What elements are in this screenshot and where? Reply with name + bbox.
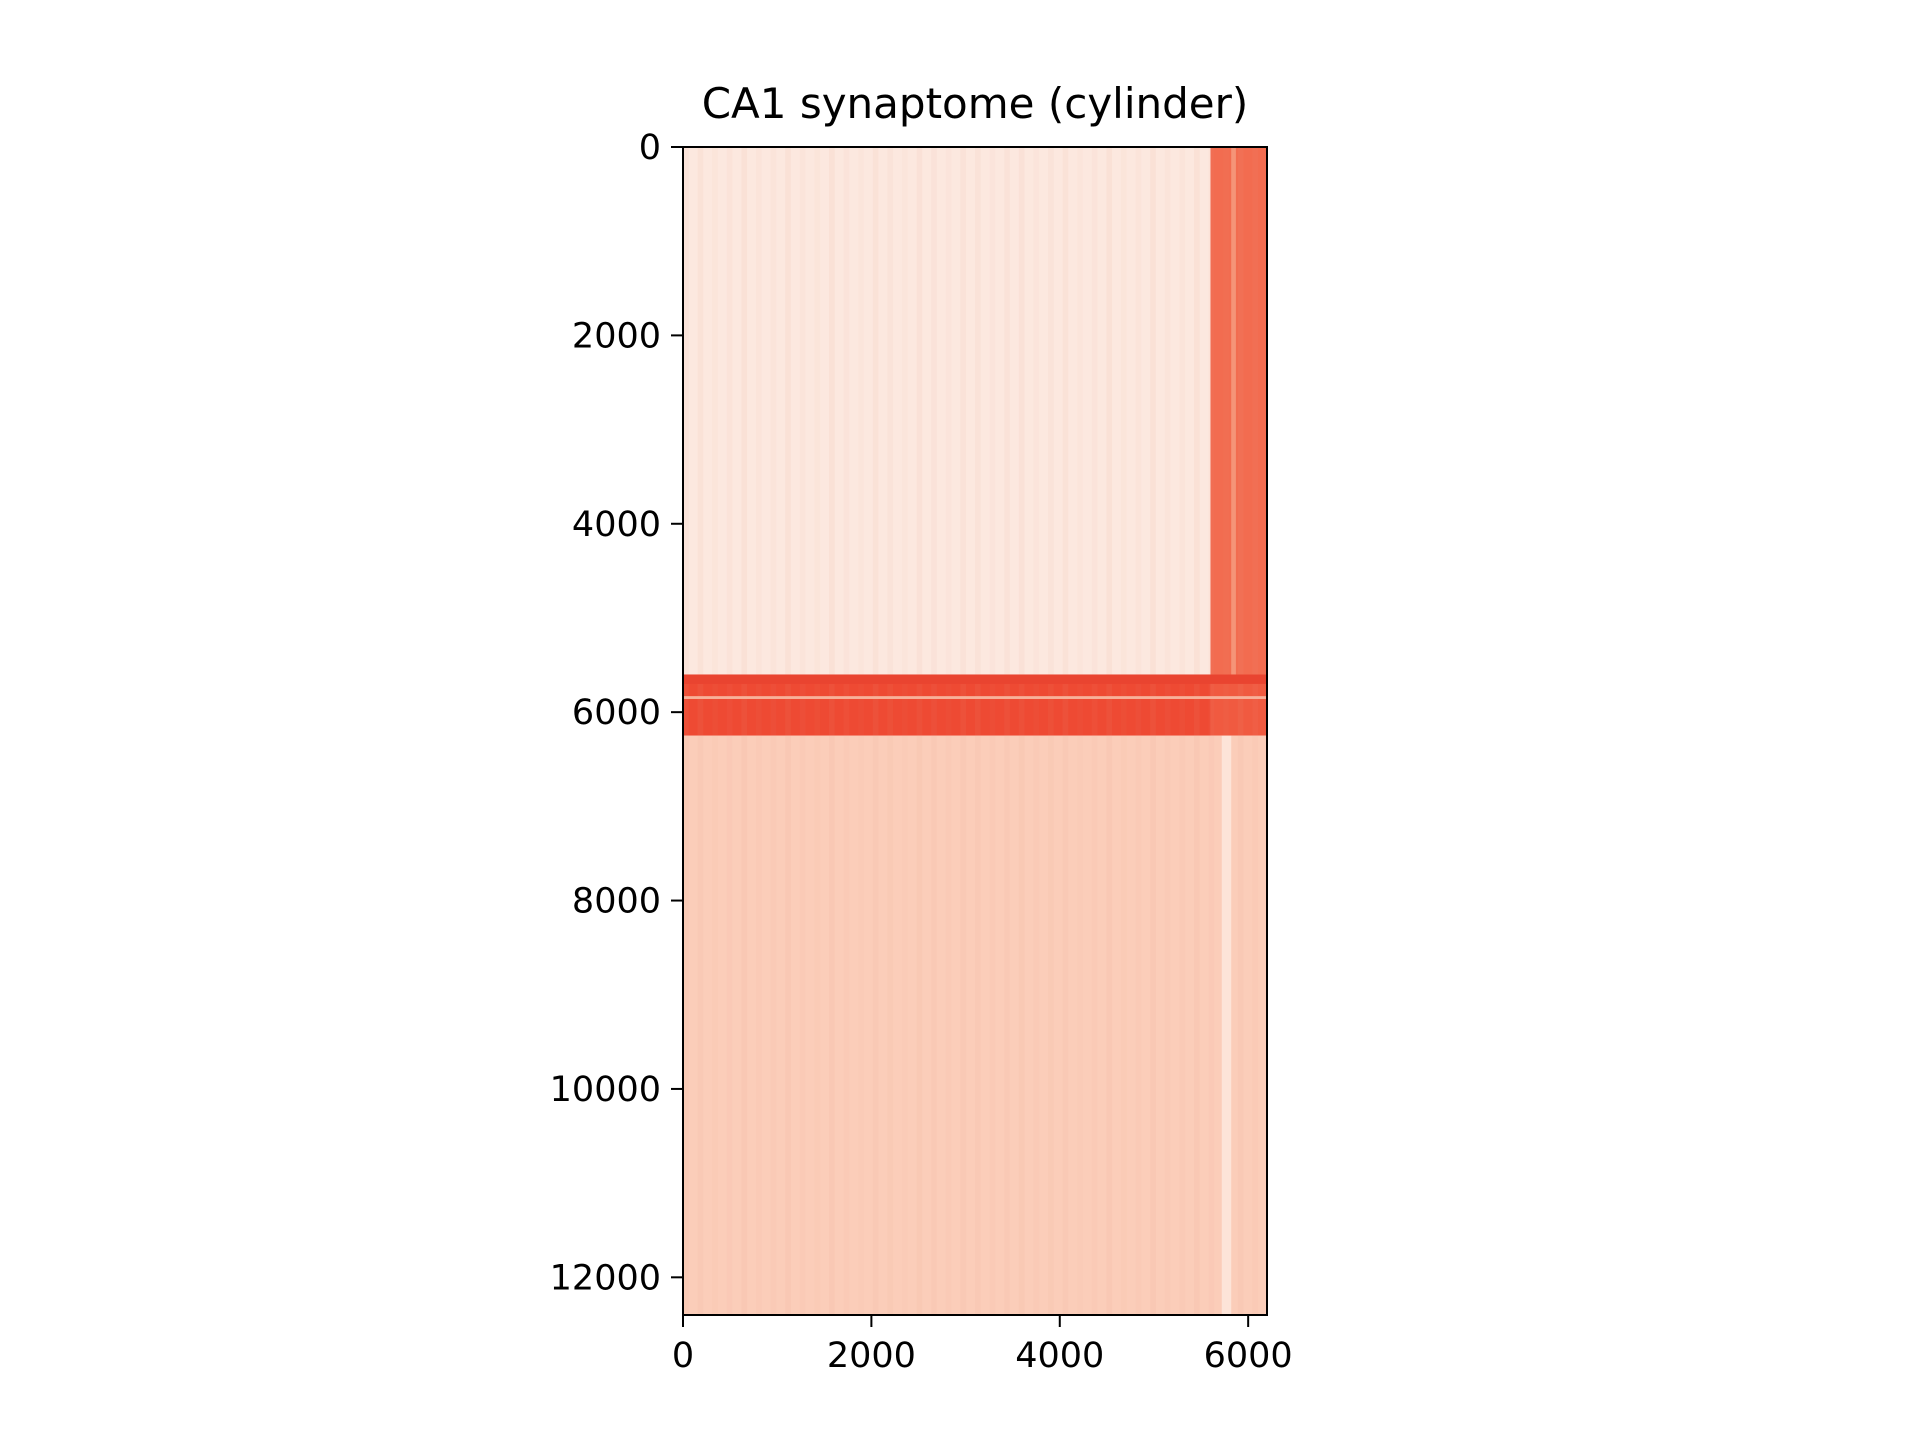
heatmap-column-texture [989,147,996,1315]
y-tick-label: 4000 [572,505,661,545]
x-tick-label: 2000 [827,1336,916,1376]
y-tick-label: 8000 [572,882,661,922]
y-tick-label: 2000 [572,316,661,356]
x-tick-label: 6000 [1204,1336,1293,1376]
heatmap-column-texture [697,147,704,1315]
heatmap-column-texture [829,147,835,1315]
heatmap-column-texture [945,147,952,1315]
heatmap-block-4 [683,735,1267,1315]
heatmap-column-texture [1077,147,1083,1315]
heatmap-column-texture [726,147,733,1315]
heatmap-column-texture [814,147,821,1315]
axes-frame [682,146,1268,1316]
heatmap-band-0 [1221,735,1232,1315]
heatmap-column-texture [887,147,894,1315]
heatmap-column-texture [1179,147,1186,1315]
heatmap-block-3 [1210,674,1267,736]
heatmap-column-texture [872,147,879,1315]
heatmap-column-texture [975,147,981,1315]
heatmap-band-3 [683,674,1267,684]
y-tick-label: 12000 [550,1258,661,1298]
y-tick-label: 6000 [572,693,661,733]
heatmap-block-0 [683,147,1211,675]
heatmap-column-texture [1018,147,1025,1315]
heatmap-column-texture [1237,147,1244,1315]
heatmap-column-texture [1252,147,1259,1315]
heatmap-band-1 [1231,147,1236,675]
heatmap-column-texture [1004,147,1010,1315]
heatmap-column-texture [1164,147,1171,1315]
heatmap-column-texture [770,147,777,1315]
heatmap-column-texture [931,147,937,1315]
heatmap-block-1 [1210,147,1267,675]
heatmap-column-texture [902,147,908,1315]
y-tick-label: 0 [639,128,661,168]
heatmap-column-texture [843,147,850,1315]
heatmap-column-texture [799,147,806,1315]
heatmap-column-texture [741,147,748,1315]
x-tick-label: 4000 [1015,1336,1104,1376]
heatmap-column-texture [1106,147,1113,1315]
heatmap-band-2 [683,696,1267,699]
heatmap-column-texture [756,147,762,1315]
heatmap-column-texture [1150,147,1156,1315]
heatmap-column-texture [712,147,718,1315]
heatmap-column-texture [683,147,689,1315]
heatmap-column-texture [1062,147,1069,1315]
x-axis: 0 2000 4000 6000 [672,1315,1293,1376]
heatmap-column-texture [1208,147,1215,1315]
heatmap-column-texture [960,147,967,1315]
heatmap-column-texture [1194,147,1200,1315]
plot-area [683,147,1267,1315]
y-tick-label: 10000 [550,1070,661,1110]
heatmap-column-texture [1048,147,1054,1315]
chart-title: CA1 synaptome (cylinder) [702,79,1249,128]
heatmap-column-texture [1121,147,1127,1315]
heatmap-block-2 [683,674,1211,736]
heatmap-column-texture [1223,147,1229,1315]
heatmap-column-texture [1135,147,1142,1315]
heatmap-column-texture [916,147,923,1315]
heatmap-column-texture [1091,147,1098,1315]
heatmap-column-texture [858,147,864,1315]
y-axis: 0 2000 4000 6000 8000 10000 12000 [550,128,683,1298]
heatmap-column-texture [1033,147,1040,1315]
heatmap-column-texture [785,147,791,1315]
x-tick-label: 0 [672,1336,694,1376]
